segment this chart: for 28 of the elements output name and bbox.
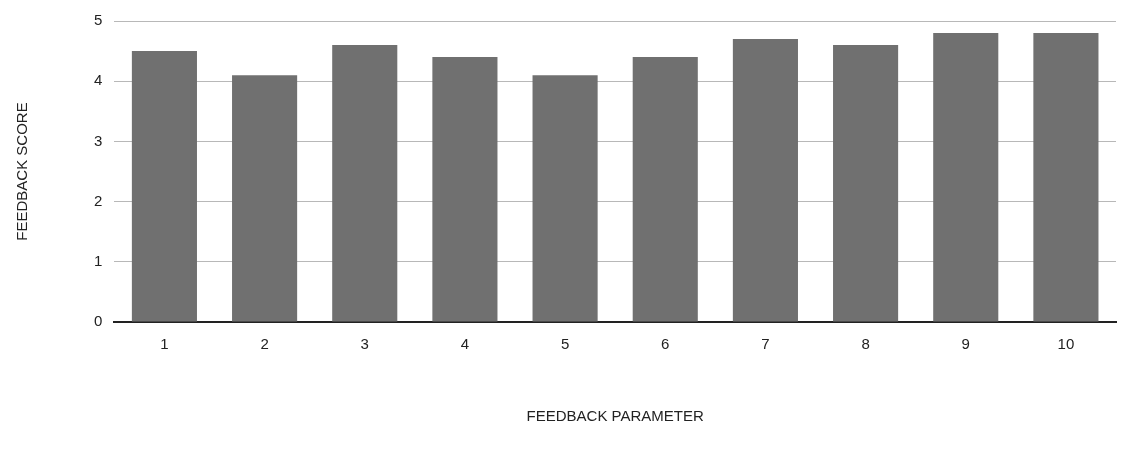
bar bbox=[732, 39, 798, 322]
x-tick-label: 8 bbox=[861, 335, 870, 353]
bar bbox=[833, 45, 899, 322]
x-tick-label: 4 bbox=[460, 335, 470, 353]
y-axis-title: FEEDBACK SCORE bbox=[13, 102, 31, 241]
bar bbox=[532, 75, 598, 322]
x-tick-label: 5 bbox=[560, 335, 570, 353]
x-tick-label: 1 bbox=[160, 335, 169, 353]
bar bbox=[131, 51, 197, 322]
y-tick-label: 4 bbox=[94, 71, 103, 89]
y-tick-label: 3 bbox=[94, 131, 103, 149]
y-tick-label: 5 bbox=[94, 11, 103, 29]
x-tick-label: 9 bbox=[961, 335, 970, 353]
x-tick-label: 2 bbox=[260, 335, 269, 353]
x-axis-title: FEEDBACK PARAMETER bbox=[526, 407, 704, 425]
bar bbox=[332, 45, 398, 322]
bar bbox=[432, 57, 498, 322]
y-tick-label: 2 bbox=[94, 191, 103, 209]
bar bbox=[1033, 33, 1099, 322]
y-tick-label: 0 bbox=[94, 312, 103, 330]
bar bbox=[933, 33, 999, 322]
x-tick-label: 6 bbox=[661, 335, 670, 353]
bar bbox=[232, 75, 298, 322]
bar bbox=[632, 57, 698, 322]
y-tick-label: 1 bbox=[94, 251, 103, 269]
x-tick-label: 10 bbox=[1057, 335, 1075, 353]
x-tick-label: 7 bbox=[761, 335, 770, 353]
x-tick-label: 3 bbox=[360, 335, 369, 353]
